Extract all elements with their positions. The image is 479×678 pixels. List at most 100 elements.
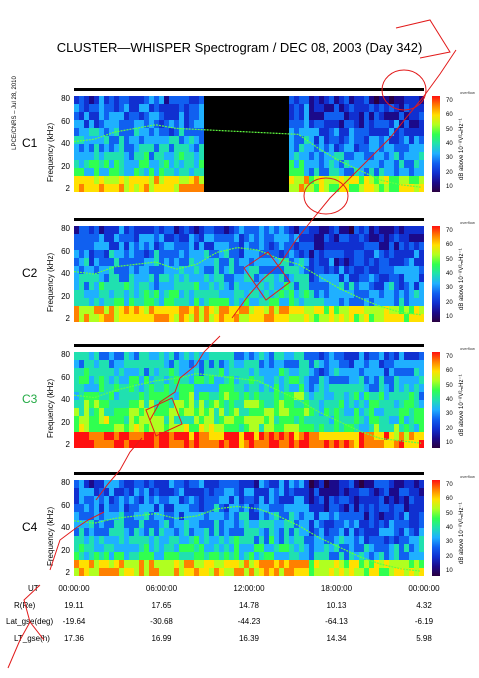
spectrogram-cell [184, 128, 190, 137]
spectrogram-cell [159, 424, 165, 433]
spectrogram-cell [304, 536, 310, 545]
spectrogram-cell [104, 568, 110, 576]
spectrogram-cell [169, 384, 175, 393]
spectrogram-cell [334, 306, 340, 315]
spectrogram-cell [139, 488, 145, 497]
spectrogram-cell [324, 552, 330, 561]
spectrogram-cell [279, 290, 285, 299]
spectrogram-cell [114, 282, 120, 291]
spectrogram-cell [349, 306, 355, 315]
spectrogram-cell [219, 234, 225, 243]
spectrogram-cell [399, 234, 405, 243]
spectrogram-cell [349, 416, 355, 425]
spectrogram-cell [184, 290, 190, 299]
spectrogram-cell [399, 226, 405, 235]
spectrogram-cell [124, 152, 130, 161]
spectrogram-cell [309, 152, 315, 161]
spectrogram-cell [99, 176, 105, 185]
spectrogram-cell [219, 496, 225, 505]
spectrogram-cell [389, 520, 395, 529]
spectrogram-cell [164, 266, 170, 275]
spectrogram-cell [149, 368, 155, 377]
spectrogram-cell [324, 376, 330, 385]
spectrogram-cell [369, 144, 375, 153]
spectrogram-cell [164, 400, 170, 409]
spectrogram-cell [294, 408, 300, 417]
spectrogram-cell [174, 432, 180, 441]
spectrogram-cell [389, 168, 395, 177]
spectrogram-cell [84, 258, 90, 267]
spectrogram-cell [389, 432, 395, 441]
spectrogram-cell [289, 352, 295, 361]
spectrogram-cell [199, 282, 205, 291]
spectrogram-cell [349, 520, 355, 529]
spectrogram-cell [139, 368, 145, 377]
spectrogram-cell [339, 136, 345, 145]
spectrogram-cell [199, 136, 205, 145]
spectrogram-cell [94, 104, 100, 113]
spectrogram-cell [249, 408, 255, 417]
y-tick-label: 80 [61, 94, 70, 103]
spectrogram-cell [129, 432, 135, 441]
spectrogram-cell [139, 96, 145, 105]
spectrogram-cell [199, 536, 205, 545]
spectrogram-cell [259, 536, 265, 545]
spectrogram-cell [179, 424, 185, 433]
spectrogram-cell [289, 266, 295, 275]
spectrogram-cell [259, 266, 265, 275]
spectrogram-cell [239, 274, 245, 283]
spectrogram-cell [379, 274, 385, 283]
spectrogram-cell [94, 480, 100, 489]
spectrogram-cell [169, 536, 175, 545]
spectrogram-cell [384, 168, 390, 177]
spectrogram-cell [314, 368, 320, 377]
spectrogram-cell [79, 432, 85, 441]
spectrogram-cell [154, 290, 160, 299]
spectrogram-cell [184, 400, 190, 409]
spectrogram-cell [329, 488, 335, 497]
spectrogram-cell [289, 408, 295, 417]
spectrogram-cell [319, 282, 325, 291]
spectrogram-cell [159, 520, 165, 529]
spectrogram-cell [359, 306, 365, 315]
spectrogram-cell [144, 112, 150, 121]
spectrogram-cell [324, 408, 330, 417]
colorbar-tick-label: 30 [446, 155, 453, 162]
spectrogram-cell [99, 488, 105, 497]
spectrogram-cell [264, 424, 270, 433]
spectrogram-cell [179, 496, 185, 505]
spectrogram-cell [244, 306, 250, 315]
spectrogram-cell [234, 306, 240, 315]
spectrogram-cell [119, 520, 125, 529]
spectrogram-cell [289, 96, 295, 105]
spectrogram-cell [334, 528, 340, 537]
spectrogram-cell [129, 552, 135, 561]
spectrogram-cell [349, 298, 355, 307]
spectrogram-cell [154, 226, 160, 235]
spectrogram-cell [394, 488, 400, 497]
spectrogram-cell [349, 226, 355, 235]
spectrogram-cell [329, 168, 335, 177]
spectrogram-cell [319, 306, 325, 315]
spectrogram-cell [384, 400, 390, 409]
spectrogram-cell [254, 544, 260, 553]
spectrogram-cell [419, 392, 424, 401]
spectrogram-cell [219, 560, 225, 569]
spectrogram-cell [269, 234, 275, 243]
spectrogram-cell [299, 544, 305, 553]
spectrogram-cell [409, 408, 415, 417]
spectrogram-cell [219, 536, 225, 545]
spectrogram-cell [374, 552, 380, 561]
spectrogram-cell [414, 408, 420, 417]
spectrogram-cell [349, 360, 355, 369]
spectrogram-cell [94, 544, 100, 553]
spectrogram-cell [259, 314, 265, 322]
spectrogram-cell [144, 314, 150, 322]
spectrogram-cell [194, 416, 200, 425]
spectrogram-cell [359, 96, 365, 105]
spectrogram-cell [309, 424, 315, 433]
spectrogram-cell [319, 104, 325, 113]
spectrogram-cell [419, 400, 424, 409]
spectrogram-cell [374, 258, 380, 267]
spectrogram-cell [109, 168, 115, 177]
